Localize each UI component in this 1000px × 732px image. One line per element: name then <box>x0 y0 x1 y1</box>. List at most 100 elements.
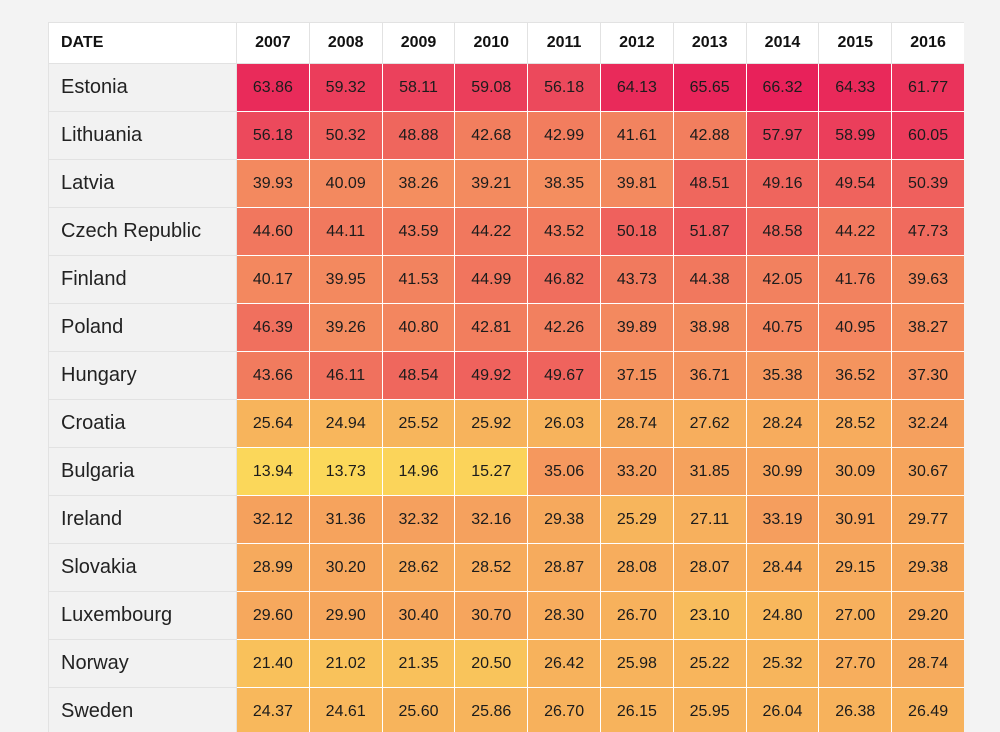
heatmap-cell: 14.96 <box>381 447 456 496</box>
table-row: Estonia 63.86 59.32 58.11 59.08 56.18 64.13 65.… <box>48 63 964 112</box>
heatmap-cell: 44.99 <box>454 255 529 304</box>
heatmap-cell: 26.42 <box>527 639 601 688</box>
heatmap-table: DATE 2007 2008 2009 2010 2011 2012 2013 2014 201… <box>48 22 964 732</box>
heatmap-cell: 29.20 <box>891 591 964 640</box>
country-label: Croatia <box>48 399 237 448</box>
heatmap-cell: 57.97 <box>745 111 820 160</box>
heatmap-cell: 31.85 <box>672 447 747 496</box>
heatmap-cell: 25.22 <box>672 639 747 688</box>
heatmap-cell: 15.27 <box>454 447 529 496</box>
year-header: 2016 <box>891 22 964 64</box>
heatmap-cell: 24.37 <box>236 687 310 732</box>
heatmap-cell: 36.71 <box>672 351 747 400</box>
year-header: 2009 <box>381 22 456 64</box>
heatmap-cell: 56.18 <box>527 63 601 112</box>
heatmap-cell: 28.99 <box>236 543 310 592</box>
year-header: 2012 <box>599 22 674 64</box>
heatmap-cell: 46.39 <box>236 303 310 352</box>
heatmap-cell: 48.51 <box>672 159 747 208</box>
heatmap-cell: 41.53 <box>381 255 456 304</box>
heatmap-cell: 39.81 <box>599 159 674 208</box>
heatmap-cell: 63.86 <box>236 63 310 112</box>
heatmap-cell: 35.38 <box>745 351 820 400</box>
heatmap-cell: 37.30 <box>891 351 964 400</box>
heatmap-cell: 65.65 <box>672 63 747 112</box>
year-header: 2015 <box>818 22 893 64</box>
heatmap-cell: 59.32 <box>308 63 383 112</box>
heatmap-cell: 28.44 <box>745 543 820 592</box>
heatmap-cell: 40.80 <box>381 303 456 352</box>
country-label: Lithuania <box>48 111 237 160</box>
heatmap-cell: 25.98 <box>599 639 674 688</box>
heatmap-cell: 32.32 <box>381 495 456 544</box>
heatmap-cell: 38.26 <box>381 159 456 208</box>
heatmap-cell: 26.70 <box>599 591 674 640</box>
heatmap-cell: 44.38 <box>672 255 747 304</box>
table-row: Croatia 25.64 24.94 25.52 25.92 26.03 28.74 27.… <box>48 399 964 448</box>
heatmap-cell: 59.08 <box>454 63 529 112</box>
heatmap-cell: 25.64 <box>236 399 310 448</box>
country-label: Poland <box>48 303 237 352</box>
heatmap-cell: 21.35 <box>381 639 456 688</box>
country-label: Estonia <box>48 63 237 112</box>
heatmap-cell: 58.11 <box>381 63 456 112</box>
heatmap-cell: 48.88 <box>381 111 456 160</box>
heatmap-cell: 42.81 <box>454 303 529 352</box>
heatmap-cell: 38.27 <box>891 303 964 352</box>
heatmap-cell: 48.58 <box>745 207 820 256</box>
heatmap-cell: 13.73 <box>308 447 383 496</box>
table-row: Latvia 39.93 40.09 38.26 39.21 38.35 39.81 48.5… <box>48 159 964 208</box>
heatmap-cell: 28.52 <box>454 543 529 592</box>
heatmap-cell: 44.22 <box>818 207 893 256</box>
heatmap-cell: 60.05 <box>891 111 964 160</box>
year-header: 2010 <box>454 22 529 64</box>
heatmap-cell: 28.08 <box>599 543 674 592</box>
heatmap-cell: 28.30 <box>527 591 601 640</box>
heatmap-cell: 26.03 <box>527 399 601 448</box>
heatmap-cell: 26.04 <box>745 687 820 732</box>
heatmap-cell: 30.67 <box>891 447 964 496</box>
heatmap-cell: 24.80 <box>745 591 820 640</box>
heatmap-cell: 44.11 <box>308 207 383 256</box>
heatmap-cell: 24.61 <box>308 687 383 732</box>
heatmap-cell: 64.13 <box>599 63 674 112</box>
date-column-header: DATE <box>48 22 237 64</box>
year-header: 2013 <box>672 22 747 64</box>
heatmap-cell: 37.15 <box>599 351 674 400</box>
heatmap-cell: 61.77 <box>891 63 964 112</box>
heatmap-cell: 42.05 <box>745 255 820 304</box>
heatmap-cell: 41.76 <box>818 255 893 304</box>
heatmap-cell: 29.90 <box>308 591 383 640</box>
country-label: Sweden <box>48 687 237 732</box>
heatmap-cell: 25.86 <box>454 687 529 732</box>
heatmap-cell: 30.20 <box>308 543 383 592</box>
heatmap-cell: 13.94 <box>236 447 310 496</box>
heatmap-cell: 40.17 <box>236 255 310 304</box>
table-body: Estonia 63.86 59.32 58.11 59.08 56.18 64.13 65.… <box>48 63 964 732</box>
table-row: Sweden 24.37 24.61 25.60 25.86 26.70 26.15 25.9… <box>48 687 964 732</box>
heatmap-cell: 43.59 <box>381 207 456 256</box>
heatmap-table-container: DATE 2007 2008 2009 2010 2011 2012 2013 2014 201… <box>48 22 964 732</box>
heatmap-cell: 36.52 <box>818 351 893 400</box>
table-row: Finland 40.17 39.95 41.53 44.99 46.82 43.73 44.… <box>48 255 964 304</box>
heatmap-cell: 39.63 <box>891 255 964 304</box>
heatmap-cell: 33.20 <box>599 447 674 496</box>
table-row: Slovakia 28.99 30.20 28.62 28.52 28.87 28.08 28… <box>48 543 964 592</box>
heatmap-cell: 43.66 <box>236 351 310 400</box>
table-row: Luxembourg 29.60 29.90 30.40 30.70 28.30 26.70… <box>48 591 964 640</box>
heatmap-cell: 56.18 <box>236 111 310 160</box>
heatmap-cell: 25.92 <box>454 399 529 448</box>
heatmap-cell: 38.35 <box>527 159 601 208</box>
heatmap-cell: 26.15 <box>599 687 674 732</box>
table-row: Czech Republic 44.60 44.11 43.59 44.22 43.52 5… <box>48 207 964 256</box>
heatmap-cell: 43.73 <box>599 255 674 304</box>
heatmap-cell: 51.87 <box>672 207 747 256</box>
table-row: Poland 46.39 39.26 40.80 42.81 42.26 39.89 38.9… <box>48 303 964 352</box>
heatmap-cell: 29.60 <box>236 591 310 640</box>
heatmap-cell: 29.38 <box>527 495 601 544</box>
heatmap-cell: 42.88 <box>672 111 747 160</box>
heatmap-cell: 25.60 <box>381 687 456 732</box>
heatmap-cell: 27.62 <box>672 399 747 448</box>
country-label: Czech Republic <box>48 207 237 256</box>
heatmap-cell: 39.95 <box>308 255 383 304</box>
